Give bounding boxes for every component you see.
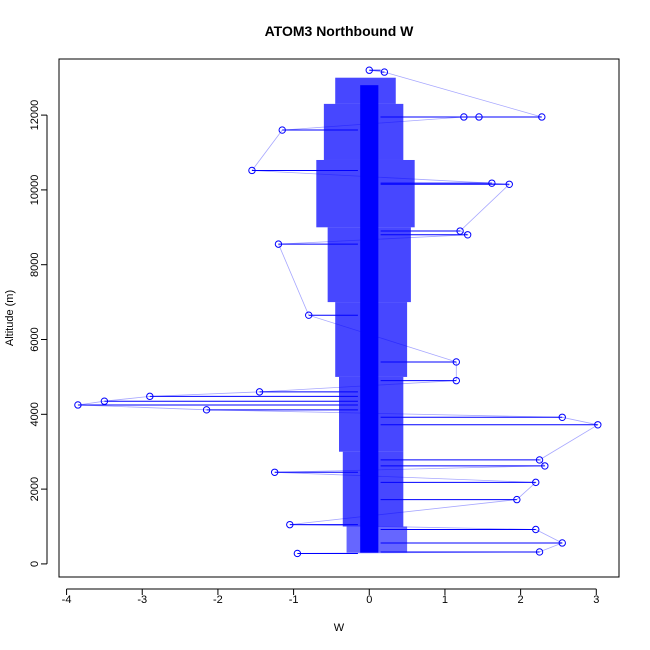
data-point xyxy=(475,113,483,121)
x-tick-label: 3 xyxy=(593,594,599,606)
data-point xyxy=(293,549,302,558)
data-point xyxy=(270,468,279,476)
y-tick-label: 0 xyxy=(29,561,41,567)
x-tick-label: -4 xyxy=(62,594,72,606)
data-point xyxy=(100,397,109,405)
data-point xyxy=(305,311,313,319)
data-point xyxy=(594,421,602,429)
data-point xyxy=(505,180,513,188)
data-point xyxy=(488,179,496,187)
x-tick-label: -3 xyxy=(137,594,147,606)
x-tick-label: 2 xyxy=(518,594,524,606)
y-tick-label: 8000 xyxy=(29,252,41,276)
y-tick-label: 10000 xyxy=(29,175,41,206)
data-point xyxy=(456,227,464,235)
y-axis-title: Altitude (m) xyxy=(4,290,16,346)
x-axis-title: W xyxy=(334,622,345,634)
data-point xyxy=(460,113,468,121)
data-point xyxy=(74,401,82,409)
chart-title: ATOM3 Northbound W xyxy=(265,23,415,39)
data-point xyxy=(463,231,472,239)
x-tick-label: -1 xyxy=(289,594,299,606)
x-tick-label: -2 xyxy=(213,594,223,606)
data-point xyxy=(535,548,544,556)
series-line xyxy=(77,69,599,554)
data-point xyxy=(452,358,460,366)
data-point xyxy=(274,240,283,248)
x-tick-label: 0 xyxy=(366,594,372,606)
x-tick-label: 1 xyxy=(442,594,448,606)
data-density-layer xyxy=(316,77,415,553)
data-density-center xyxy=(360,85,379,553)
data-point xyxy=(532,525,540,534)
data-point xyxy=(202,406,211,414)
y-tick-label: 4000 xyxy=(29,402,41,426)
data-point xyxy=(538,113,546,121)
data-point xyxy=(286,520,294,529)
y-tick-label: 6000 xyxy=(29,327,41,351)
y-tick-label: 12000 xyxy=(29,100,41,131)
series-lines xyxy=(77,69,599,554)
data-point xyxy=(248,166,256,175)
y-tick-label: 2000 xyxy=(29,477,41,501)
series-points xyxy=(74,66,602,558)
plot-frame xyxy=(58,58,620,578)
data-point xyxy=(380,68,389,76)
data-point xyxy=(255,388,264,396)
data-point xyxy=(513,495,521,504)
data-point xyxy=(558,413,566,421)
x-axis: -4 -3 -2 -1 0 1 2 3 xyxy=(62,588,599,606)
y-axis: 0 2000 4000 6000 8000 10000 12000 xyxy=(29,100,48,567)
data-point xyxy=(365,66,373,74)
data-point xyxy=(541,462,549,470)
data-point xyxy=(532,478,540,487)
data-point xyxy=(535,456,544,464)
data-point xyxy=(278,126,286,134)
data-point xyxy=(558,539,566,547)
data-point xyxy=(146,392,154,401)
data-point xyxy=(452,376,460,385)
